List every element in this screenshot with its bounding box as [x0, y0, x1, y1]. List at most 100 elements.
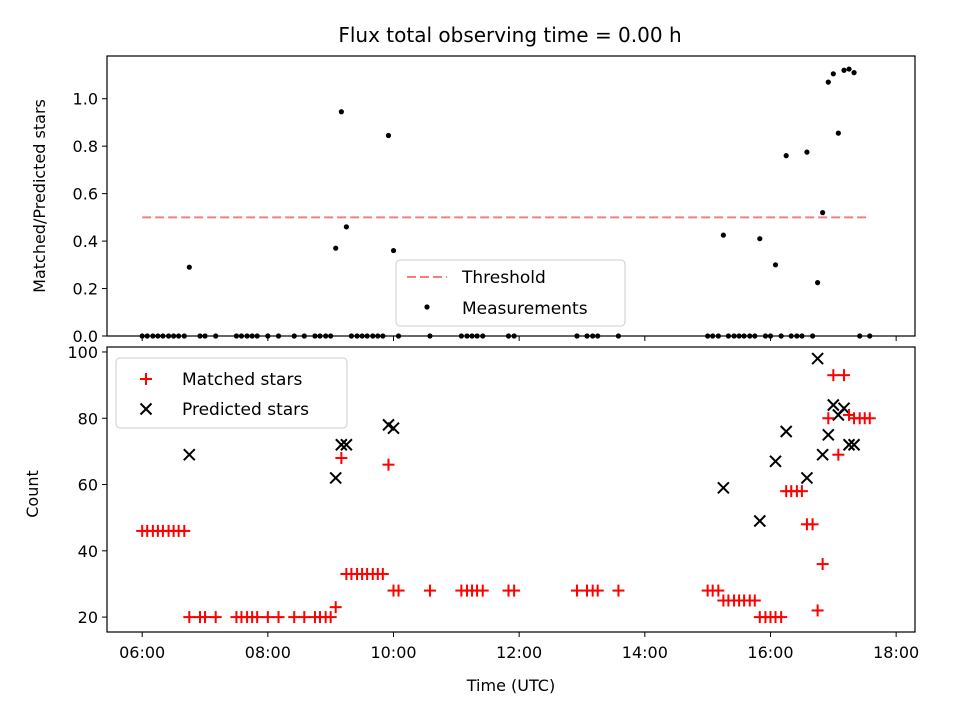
matched-star-point	[838, 369, 851, 382]
predicted-star-point	[822, 428, 835, 442]
bottom-ytick-label: 20	[78, 608, 98, 627]
predicted-star-point	[335, 438, 348, 451]
bottom-chart: Count Time (UTC) 20 40 60 80 100 06:00 08:00 10…	[23, 343, 919, 695]
bottom-chart-xlabel: Time (UTC)	[466, 676, 555, 695]
matched-star-point	[392, 584, 405, 597]
measurement-point	[385, 132, 392, 139]
measurement-point	[343, 224, 349, 230]
matched-star-point	[712, 584, 725, 597]
matched-star-point	[272, 611, 285, 624]
measurement-point	[333, 245, 339, 251]
measurement-point	[804, 149, 810, 155]
matched-star-point	[199, 611, 212, 624]
matched-star-point	[251, 611, 264, 624]
bottom-chart-ticks: 20 40 60 80 100 06:00 08:00 10:00 12:00 14:00 16:0…	[67, 343, 919, 662]
bottom-ytick-label: 100	[67, 343, 98, 362]
matched-star-point	[811, 604, 824, 617]
matched-star-point	[298, 611, 311, 624]
matched-star-point	[376, 568, 389, 581]
predicted-star-point	[847, 438, 861, 451]
matched-star-point	[863, 412, 876, 425]
predicted-star-point	[717, 481, 730, 495]
measurement-point	[783, 153, 789, 159]
top-ytick-label: 0.8	[73, 137, 98, 156]
matched-star-point	[816, 558, 829, 571]
predicted-star-point	[827, 398, 840, 412]
bottom-xtick-label: 08:00	[245, 643, 291, 662]
top-ytick-label: 0.2	[73, 280, 98, 299]
matched-star-point	[570, 584, 583, 597]
bottom-xtick-label: 14:00	[622, 643, 668, 662]
legend-measurements-swatch	[424, 304, 430, 310]
bottom-chart-legend: Matched stars Predicted stars	[115, 357, 348, 429]
top-ytick-label: 1.0	[73, 90, 98, 109]
bottom-xtick-label: 10:00	[370, 643, 416, 662]
predicted-star-point	[183, 448, 196, 461]
matched-star-point	[288, 611, 301, 624]
top-chart-ylabel: Matched/Predicted stars	[30, 99, 49, 293]
measurement-point	[835, 130, 841, 136]
top-chart-title: Flux total observing time = 0.00 h	[338, 23, 681, 47]
bottom-xtick-label: 16:00	[747, 643, 793, 662]
matched-star-point	[795, 485, 808, 498]
bottom-chart-frame	[106, 346, 916, 633]
measurement-point	[841, 67, 847, 73]
matched-star-point	[261, 611, 274, 624]
measurement-point	[186, 264, 192, 270]
legend-predicted-label: Predicted stars	[182, 400, 309, 420]
bottom-chart-ylabel: Count	[23, 470, 42, 518]
top-chart-legend: Threshold Measurements	[395, 259, 626, 327]
top-ytick-label: 0.6	[73, 185, 98, 204]
measurement-point	[851, 70, 857, 76]
legend-matched-label: Matched stars	[182, 370, 302, 390]
legend-threshold-label: Threshold	[461, 268, 546, 288]
measurement-point	[338, 109, 344, 115]
matched-star-point	[476, 584, 489, 597]
legend-matched-marker	[140, 373, 152, 385]
bottom-xtick-label: 12:00	[496, 643, 542, 662]
legend-matched-swatch	[140, 373, 152, 385]
predicted-star-point	[387, 421, 400, 435]
measurement-point	[830, 71, 836, 77]
legend-predicted-swatch	[139, 402, 153, 416]
measurement-point	[390, 247, 397, 254]
predicted-star-point	[800, 471, 814, 485]
measurement-point	[846, 66, 852, 72]
matched-stars-points	[136, 369, 876, 624]
matched-star-point	[335, 452, 348, 465]
predicted-star-point	[811, 352, 824, 365]
matched-star-point	[508, 584, 521, 597]
matched-star-point	[209, 611, 222, 624]
bottom-ytick-label: 60	[78, 476, 98, 495]
measurement-point	[815, 280, 821, 286]
bottom-ytick-label: 40	[78, 542, 98, 561]
predicted-star-point	[816, 448, 829, 461]
matched-star-point	[329, 601, 342, 614]
top-chart-frame	[106, 55, 916, 337]
measurement-point	[757, 236, 763, 242]
matched-star-point	[775, 611, 788, 624]
matched-star-point	[822, 412, 835, 425]
bottom-xtick-label: 06:00	[119, 643, 165, 662]
matched-star-point	[178, 524, 191, 537]
top-chart: Flux total observing time = 0.00 h Match…	[30, 23, 916, 346]
measurement-point	[820, 210, 826, 216]
matched-star-point	[423, 584, 436, 597]
bottom-legend-box	[115, 357, 348, 429]
measurement-point	[825, 79, 831, 85]
predicted-star-point	[753, 514, 767, 528]
matched-star-point	[382, 458, 395, 471]
measurement-point	[720, 232, 726, 238]
matched-star-point	[748, 594, 761, 607]
predicted-star-point	[769, 455, 782, 468]
predicted-stars-points	[183, 352, 861, 528]
bottom-xtick-label: 18:00	[873, 643, 919, 662]
predicted-star-point	[779, 425, 793, 438]
top-ytick-label: 0.4	[73, 232, 98, 251]
matched-star-point	[324, 611, 337, 624]
predicted-star-point	[837, 402, 851, 415]
bottom-ytick-label: 80	[78, 409, 98, 428]
legend-measurements-label: Measurements	[462, 299, 588, 319]
top-chart-ticks: 0.0 0.2 0.4 0.6 0.8 1.0	[73, 90, 897, 346]
